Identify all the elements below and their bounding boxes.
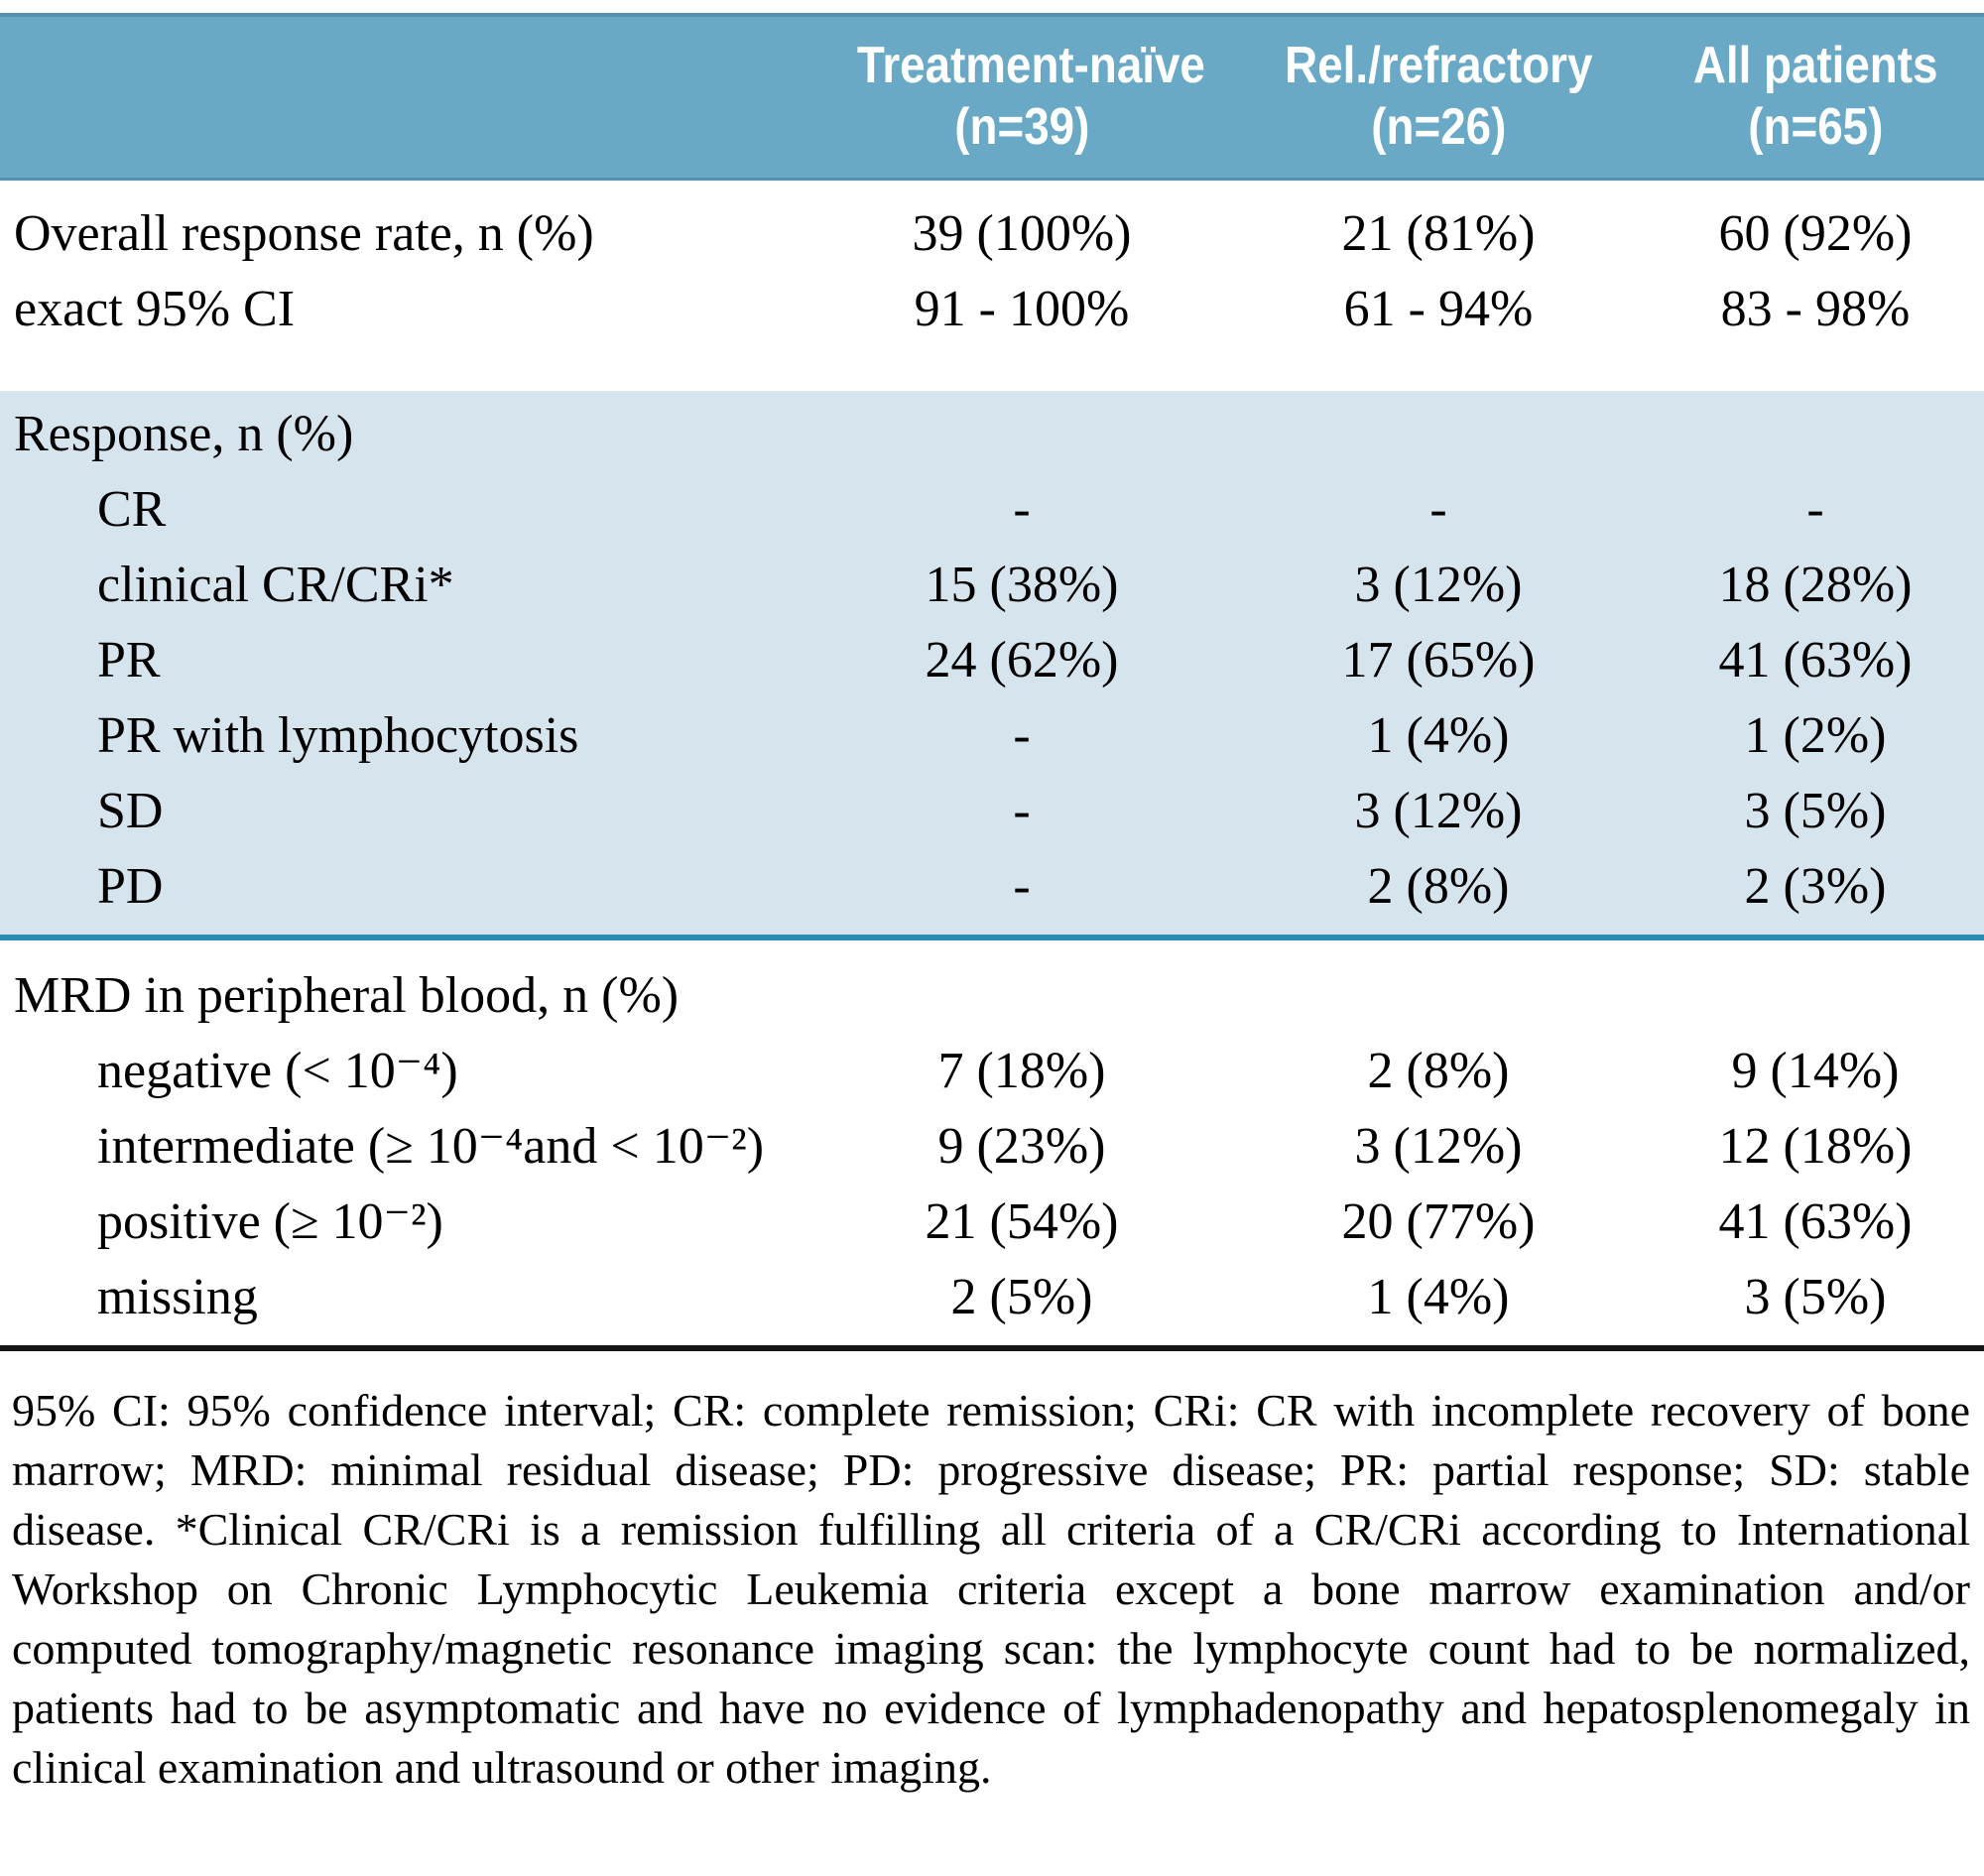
row-clinical-cr-cri: clinical CR/CRi* 15 (38%) 3 (12%) 18 (28… [0,548,1984,623]
row-cr: CR - - - [0,472,1984,548]
cell-value: - [1429,481,1447,538]
row-pr-with-lymphocytosis: PR with lymphocytosis - 1 (4%) 1 (2%) [0,698,1984,774]
cell-value: 3 (5%) [1744,783,1887,839]
cell-value: - [1013,481,1031,538]
cell-value: - [1806,481,1824,538]
cell-value: 12 (18%) [1718,1118,1913,1175]
cell-value: 20 (77%) [1341,1193,1536,1250]
cell-value: - [1013,783,1031,839]
row-label: MRD in peripheral blood, n (%) [14,967,680,1024]
row-overall-response-rate: Overall response rate, n (%) 39 (100%) 2… [0,196,1984,272]
cell-value: 21 (54%) [925,1193,1119,1250]
row-label: PD [97,858,164,915]
row-label: PR [97,632,161,688]
column-header-n: (n=65) [1747,98,1884,156]
column-header-label: Rel./refractory [1284,37,1593,94]
cell-value: 18 (28%) [1718,557,1913,613]
cell-value: 9 (14%) [1731,1043,1900,1099]
row-label: exact 95% CI [14,281,296,337]
cell-value: 15 (38%) [925,557,1119,613]
row-mrd-positive: positive (≥ 10⁻²) 21 (54%) 20 (77%) 41 (… [0,1185,1984,1260]
row-mrd-negative: negative (< 10⁻⁴) 7 (18%) 2 (8%) 9 (14%) [0,1034,1984,1109]
table-header-row: Treatment-naïve (n=39) Rel./refractory (… [0,13,1984,181]
row-label: CR [97,481,167,538]
cell-value: 21 (81%) [1341,205,1536,262]
column-header-label: Treatment-naïve [856,37,1205,94]
row-label: PR with lymphocytosis [97,707,579,764]
column-header-all-patients: All patients (n=65) [1667,35,1964,158]
cell-value: 91 - 100% [914,281,1130,337]
row-label: positive (≥ 10⁻²) [97,1193,443,1250]
cell-value: 3 (5%) [1744,1269,1887,1325]
cell-value: 41 (63%) [1718,1193,1913,1250]
column-header-rel-refractory: Rel./refractory (n=26) [1210,35,1667,158]
cell-value: 61 - 94% [1343,281,1534,337]
cell-value: 2 (5%) [950,1269,1093,1325]
cell-value: 83 - 98% [1720,281,1911,337]
row-label: SD [97,783,164,839]
cell-value: 3 (12%) [1354,1118,1523,1175]
row-label: negative (< 10⁻⁴) [97,1043,458,1099]
row-label: clinical CR/CRi* [97,557,454,613]
row-response-header: Response, n (%) [0,397,1984,472]
cell-value: 3 (12%) [1354,783,1523,839]
cell-value: 41 (63%) [1718,632,1913,688]
row-mrd-intermediate: intermediate (≥ 10⁻⁴and < 10⁻²) 9 (23%) … [0,1109,1984,1185]
cell-value: 60 (92%) [1718,205,1913,262]
cell-value: - [1013,858,1031,915]
cell-value: 7 (18%) [937,1043,1106,1099]
section-overall-response: Overall response rate, n (%) 39 (100%) 2… [0,181,1984,391]
row-exact-95-ci: exact 95% CI 91 - 100% 61 - 94% 83 - 98% [0,272,1984,347]
cell-value: 1 (2%) [1744,707,1887,764]
cell-value: 24 (62%) [925,632,1119,688]
cell-value: 39 (100%) [912,205,1132,262]
cell-value: 3 (12%) [1354,557,1523,613]
cell-value: 17 (65%) [1341,632,1536,688]
row-pd: PD - 2 (8%) 2 (3%) [0,849,1984,925]
cell-value: 2 (3%) [1744,858,1887,915]
column-header-n: (n=39) [953,98,1090,156]
row-sd: SD - 3 (12%) 3 (5%) [0,774,1984,849]
row-label: Overall response rate, n (%) [14,205,594,262]
table-footnote: 95% CI: 95% confidence interval; CR: com… [12,1385,1970,1793]
cell-value: 1 (4%) [1367,1269,1510,1325]
footnote-divider-rule [0,1345,1984,1351]
row-label: intermediate (≥ 10⁻⁴and < 10⁻²) [97,1118,765,1175]
row-mrd-header: MRD in peripheral blood, n (%) [0,958,1984,1034]
cell-value: - [1013,707,1031,764]
row-label: missing [97,1269,258,1325]
section-response: Response, n (%) CR - - - clinical CR/CRi… [0,391,1984,940]
cell-value: 9 (23%) [937,1118,1106,1175]
results-table-page: Treatment-naïve (n=39) Rel./refractory (… [0,13,1984,1876]
column-header-n: (n=26) [1370,98,1507,156]
row-pr: PR 24 (62%) 17 (65%) 41 (63%) [0,623,1984,698]
cell-value: 2 (8%) [1367,858,1510,915]
row-mrd-missing: missing 2 (5%) 1 (4%) 3 (5%) [0,1260,1984,1335]
section-mrd: MRD in peripheral blood, n (%) negative … [0,940,1984,1341]
cell-value: 1 (4%) [1367,707,1510,764]
column-header-treatment-naive: Treatment-naïve (n=39) [833,35,1210,158]
column-header-label: All patients [1692,37,1938,94]
cell-value: 2 (8%) [1367,1043,1510,1099]
row-label: Response, n (%) [14,406,354,462]
